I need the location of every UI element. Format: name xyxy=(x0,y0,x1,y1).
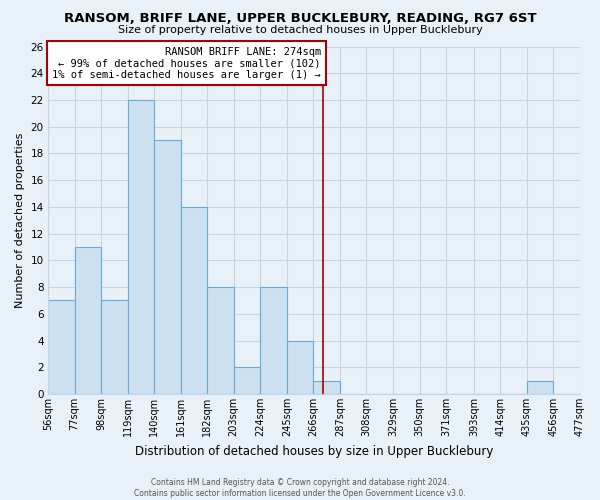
Bar xyxy=(181,207,207,394)
Bar xyxy=(313,380,340,394)
Bar xyxy=(74,247,101,394)
Bar xyxy=(48,300,74,394)
Y-axis label: Number of detached properties: Number of detached properties xyxy=(15,132,25,308)
Text: RANSOM BRIFF LANE: 274sqm
← 99% of detached houses are smaller (102)
1% of semi-: RANSOM BRIFF LANE: 274sqm ← 99% of detac… xyxy=(52,46,321,80)
Text: Contains HM Land Registry data © Crown copyright and database right 2024.
Contai: Contains HM Land Registry data © Crown c… xyxy=(134,478,466,498)
Bar xyxy=(207,287,234,394)
X-axis label: Distribution of detached houses by size in Upper Bucklebury: Distribution of detached houses by size … xyxy=(135,444,493,458)
Bar xyxy=(260,287,287,394)
Text: Size of property relative to detached houses in Upper Bucklebury: Size of property relative to detached ho… xyxy=(118,25,482,35)
Bar xyxy=(234,368,260,394)
Bar xyxy=(128,100,154,394)
Bar xyxy=(287,340,313,394)
Bar xyxy=(154,140,181,394)
Bar xyxy=(101,300,128,394)
Bar xyxy=(527,380,553,394)
Text: RANSOM, BRIFF LANE, UPPER BUCKLEBURY, READING, RG7 6ST: RANSOM, BRIFF LANE, UPPER BUCKLEBURY, RE… xyxy=(64,12,536,26)
